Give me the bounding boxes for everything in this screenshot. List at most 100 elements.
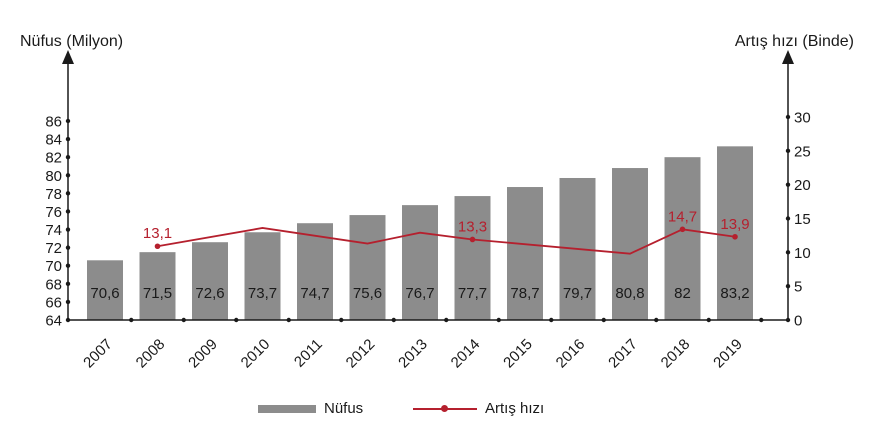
x-tick-label-2011: 2011 [291,336,326,371]
x-tick-label-2017: 2017 [605,336,641,372]
bar-2008 [139,252,176,320]
x-tick-label-2007: 2007 [80,336,116,372]
right-tick-label-5: 5 [794,279,802,296]
right-tick-label-0: 0 [794,313,802,330]
left-axis-title: Nüfus (Milyon) [20,33,124,50]
right-tick-dot-0 [785,317,791,323]
left-tick-label-76: 76 [45,204,62,221]
left-tick-dot-82 [65,154,71,160]
bar-2014 [454,196,491,320]
right-tick-label-30: 30 [794,110,811,127]
x-tick-label-2015: 2015 [500,336,536,372]
bar-label-2009: 72,6 [195,285,224,302]
x-axis-dot-3 [286,317,291,323]
growth-rate-label-2019: 13,9 [720,216,749,233]
bar-2010 [244,232,281,320]
bar-label-2012: 75,6 [353,285,382,302]
x-axis-dot-7 [496,317,501,323]
bar-label-2007: 70,6 [90,285,119,302]
x-tick-label-2008: 2008 [133,336,169,372]
left-tick-label-80: 80 [45,168,62,185]
growth-rate-point-2018 [679,226,686,233]
bar-2018 [664,157,701,320]
left-tick-label-84: 84 [45,132,62,149]
left-tick-label-82: 82 [45,150,62,167]
x-tick-label-2018: 2018 [658,336,694,372]
left-tick-dot-74 [65,227,71,232]
growth-rate-point-2019 [732,233,738,240]
right-tick-dot-30 [785,114,791,120]
left-tick-label-64: 64 [45,313,62,330]
bar-label-2010: 73,7 [248,285,277,302]
bar-label-2018: 82 [674,285,691,302]
x-axis-dot-8 [549,317,554,323]
bar-label-2015: 78,7 [510,285,539,302]
x-axis-dot-11 [706,317,711,323]
x-axis-dot-10 [654,317,659,323]
bar-label-2008: 71,5 [143,285,172,302]
bar-label-2011: 74,7 [300,285,329,302]
left-tick-dot-86 [65,118,71,124]
x-tick-label-2013: 2013 [395,336,431,372]
bar-2013 [402,205,438,320]
growth-rate-label-2018: 14,7 [668,208,697,225]
right-tick-dot-25 [785,148,791,154]
left-tick-label-70: 70 [45,258,62,275]
right-tick-dot-15 [785,216,791,221]
legend-label-population: Nüfus [324,400,364,417]
bar-2017 [612,168,648,320]
bar-2007 [87,260,123,320]
right-tick-dot-5 [785,283,791,289]
x-tick-label-2009: 2009 [185,336,221,372]
bar-label-2013: 76,7 [405,285,434,302]
x-tick-label-2012: 2012 [343,336,379,372]
bar-2015 [507,187,543,320]
growth-rate-line [157,227,736,255]
left-tick-label-68: 68 [45,276,62,293]
left-tick-label-74: 74 [45,222,62,239]
bar-label-2016: 79,7 [563,285,592,302]
right-axis-arrow [782,50,794,64]
right-tick-dot-20 [785,182,791,187]
legend-item-growth-rate: Artış hızı [413,400,544,417]
bar-2011 [297,223,333,320]
growth-rate-label-2014: 13,3 [458,218,487,235]
growth-rate-label-2008: 13,1 [143,225,172,242]
bar-2012 [349,215,386,320]
bar-label-2019: 83,2 [720,285,749,302]
x-tick-label-2014: 2014 [448,336,484,372]
x-tick-label-2010: 2010 [238,336,274,372]
x-axis-dot-1 [181,317,186,323]
right-tick-label-20: 20 [794,177,811,194]
growth-rate-point-2008 [154,243,161,250]
legend-bar-swatch [258,404,316,413]
x-axis-dot-12 [759,317,764,323]
left-tick-label-66: 66 [45,294,62,311]
growth-rate-point-2014 [469,236,476,243]
x-axis-dot-5 [391,317,396,323]
x-axis-dot-2 [234,317,239,323]
legend-line-swatch [413,403,477,415]
x-axis-dot-4 [339,317,344,323]
legend-item-population: Nüfus [258,400,363,417]
right-tick-dot-10 [785,250,791,255]
right-tick-label-25: 25 [794,143,811,160]
x-tick-label-2016: 2016 [553,336,589,372]
left-tick-label-72: 72 [45,240,62,257]
left-tick-dot-70 [65,263,71,268]
right-axis-title: Artış hızı (Binde) [734,33,854,50]
left-axis-arrow [62,50,74,64]
left-tick-dot-80 [65,173,71,178]
left-tick-dot-72 [65,245,71,250]
left-tick-dot-84 [65,136,71,142]
x-axis-dot-0 [129,317,134,323]
left-tick-dot-68 [65,281,71,287]
bar-2009 [192,242,228,320]
x-axis-dot-9 [601,317,606,323]
right-tick-label-15: 15 [794,211,811,228]
bar-label-2014: 77,7 [458,285,487,302]
left-tick-dot-64 [65,317,71,323]
left-tick-dot-66 [65,299,71,305]
x-tick-label-2019: 2019 [710,336,746,372]
